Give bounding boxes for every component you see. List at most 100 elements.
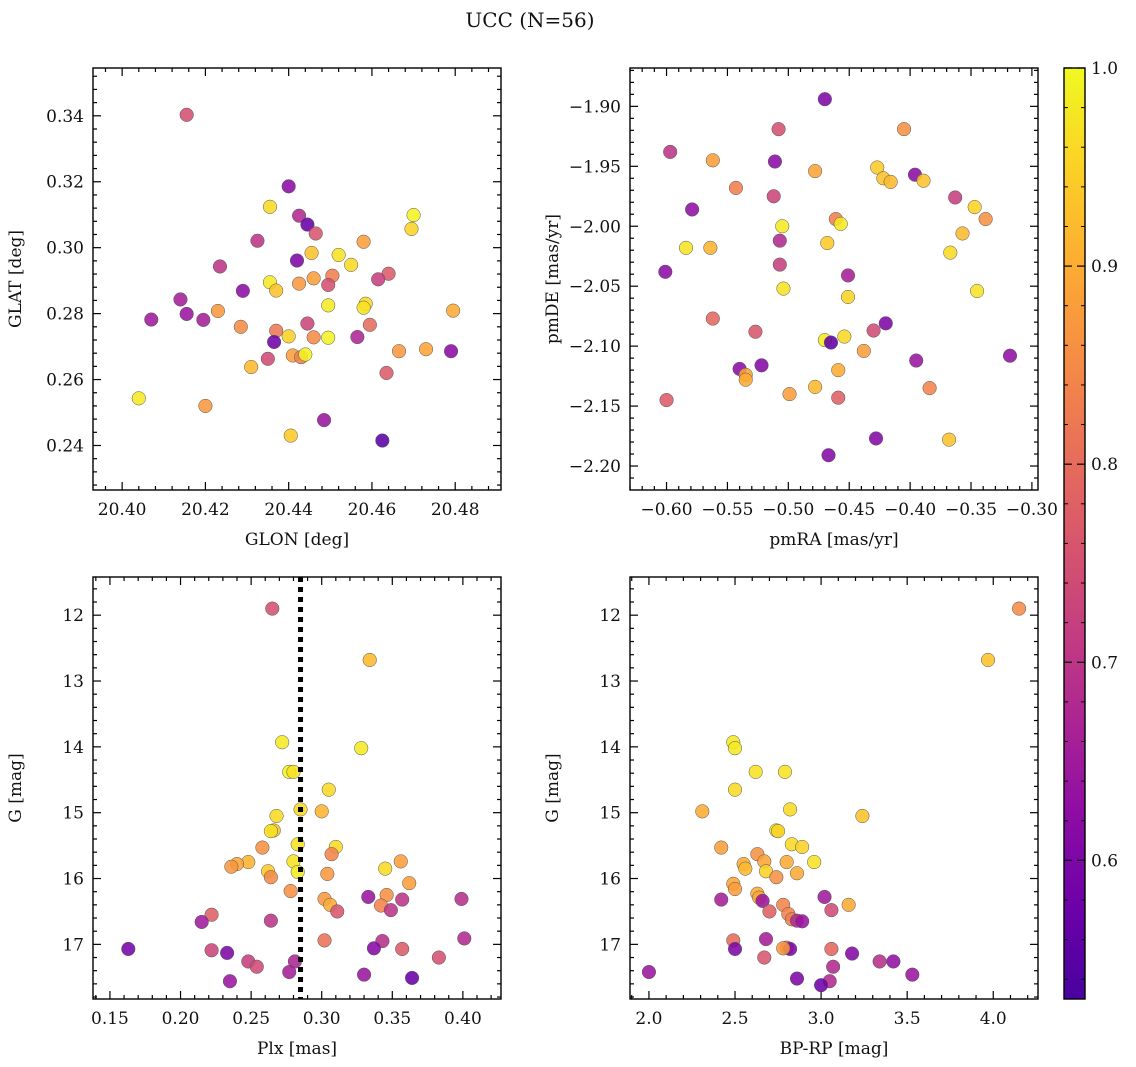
y-tick-label: 14 — [62, 738, 84, 758]
scatter-point — [870, 160, 885, 175]
ticks — [630, 577, 1038, 999]
scatter-point — [866, 323, 881, 338]
scatter-point — [775, 219, 790, 234]
scatter-point — [321, 277, 336, 292]
scatter-point — [878, 316, 893, 331]
scatter-point — [705, 311, 720, 326]
scatter-point — [1012, 601, 1027, 616]
scatter-point — [776, 281, 791, 296]
scatter-point — [795, 914, 810, 929]
scatter-point — [269, 283, 284, 298]
x-tick-label: −0.55 — [701, 500, 753, 520]
y-tick-label: 17 — [599, 935, 621, 955]
scatter-point — [224, 859, 239, 874]
x-tick-label: −0.40 — [884, 500, 936, 520]
scatter-point — [748, 324, 763, 339]
scatter-point — [808, 164, 823, 179]
y-axis-label: G [mag] — [6, 753, 26, 822]
scatter-point — [967, 200, 982, 215]
y-tick-label: −1.95 — [569, 157, 621, 177]
scatter-point — [260, 351, 275, 366]
y-tick-label: −2.00 — [569, 217, 621, 237]
scatter-point — [916, 173, 931, 188]
scatter-point — [375, 433, 390, 448]
scatter-point — [354, 741, 369, 756]
scatter-point — [856, 343, 871, 358]
panel-bprp-g: 2.0 2.5 3.0 3.5 4.0 12 13 14 15 16 17 BP-RP [mag] G … — [543, 576, 1039, 1059]
scatter-point — [262, 199, 277, 214]
scatter-point — [738, 372, 753, 387]
scatter-point — [808, 379, 823, 394]
axes-frame — [92, 67, 502, 491]
colorbar: 0.6 0.7 0.8 0.9 1.0 — [1063, 59, 1118, 1000]
y-tick-label: 16 — [599, 870, 621, 890]
scatter-point — [379, 365, 394, 381]
scatter-point — [263, 824, 278, 839]
scatter-point — [678, 240, 694, 255]
scatter-point — [728, 180, 744, 195]
x-tick-label: 0.30 — [303, 1009, 341, 1029]
scatter-point — [826, 959, 841, 974]
scatter-point — [179, 107, 194, 122]
scatter-point — [948, 190, 963, 205]
scatter-point — [685, 202, 700, 217]
scatter-point — [772, 257, 787, 272]
scatter-point — [762, 904, 777, 919]
scatter-point — [905, 967, 920, 982]
panel-pmra-pmde: −0.60 −0.55 −0.50 −0.45 −0.40 −0.35 −0.30 −2.20… — [543, 67, 1058, 550]
scatter-point — [758, 932, 774, 947]
scatter-point — [361, 889, 376, 905]
scatter-point — [872, 954, 887, 969]
x-tick-label: 3.5 — [894, 1009, 921, 1029]
scatter-point — [814, 978, 829, 993]
scatter-point — [795, 839, 810, 854]
scatter-point — [298, 347, 313, 362]
scatter-point — [371, 272, 386, 287]
points — [131, 107, 461, 448]
scatter-point — [886, 954, 901, 969]
y-tick-label: 0.30 — [46, 239, 84, 259]
scatter-point — [306, 330, 321, 345]
scatter-point — [868, 431, 884, 446]
colorbar-gradient — [1064, 68, 1085, 999]
x-tick-label: 20.46 — [348, 500, 397, 520]
y-axis-label: G [mag] — [543, 753, 563, 822]
scatter-point — [779, 855, 794, 870]
scatter-point — [727, 741, 743, 756]
scatter-point — [330, 904, 345, 919]
y-tick-label: 0.34 — [46, 107, 84, 127]
x-axis-label: pmRA [mas/yr] — [769, 530, 898, 550]
scatter-point — [395, 892, 410, 907]
x-tick-label: 0.40 — [444, 1009, 482, 1029]
scatter-point — [446, 303, 461, 318]
scatter-point — [824, 903, 839, 918]
scatter-point — [457, 931, 472, 946]
scatter-point — [289, 253, 305, 268]
scatter-point — [179, 306, 194, 321]
y-tick-label: 16 — [62, 870, 84, 890]
x-tick-label: 20.40 — [98, 500, 147, 520]
scatter-point — [754, 358, 769, 373]
scatter-point — [204, 907, 219, 922]
y-tick-label: −2.20 — [569, 457, 621, 477]
scatter-point — [350, 329, 365, 345]
scatter-point — [255, 840, 270, 855]
scatter-point — [321, 298, 336, 313]
scatter-point — [317, 413, 332, 428]
scatter-point — [283, 428, 298, 443]
x-tick-label: 20.42 — [181, 500, 230, 520]
scatter-point — [845, 946, 860, 961]
x-tick-label: 20.48 — [431, 500, 480, 520]
x-tick-label: −0.60 — [640, 500, 692, 520]
scatter-point — [220, 945, 235, 960]
y-tick-label: 0.26 — [46, 371, 84, 391]
scatter-point — [1002, 348, 1018, 363]
scatter-point — [831, 363, 846, 378]
scatter-point — [404, 221, 419, 236]
scatter-point — [942, 432, 957, 447]
y-tick-label: 17 — [62, 935, 84, 955]
scatter-point — [896, 122, 912, 137]
scatter-point — [807, 855, 822, 870]
x-tick-label: −0.45 — [823, 500, 875, 520]
scatter-point — [402, 876, 417, 891]
